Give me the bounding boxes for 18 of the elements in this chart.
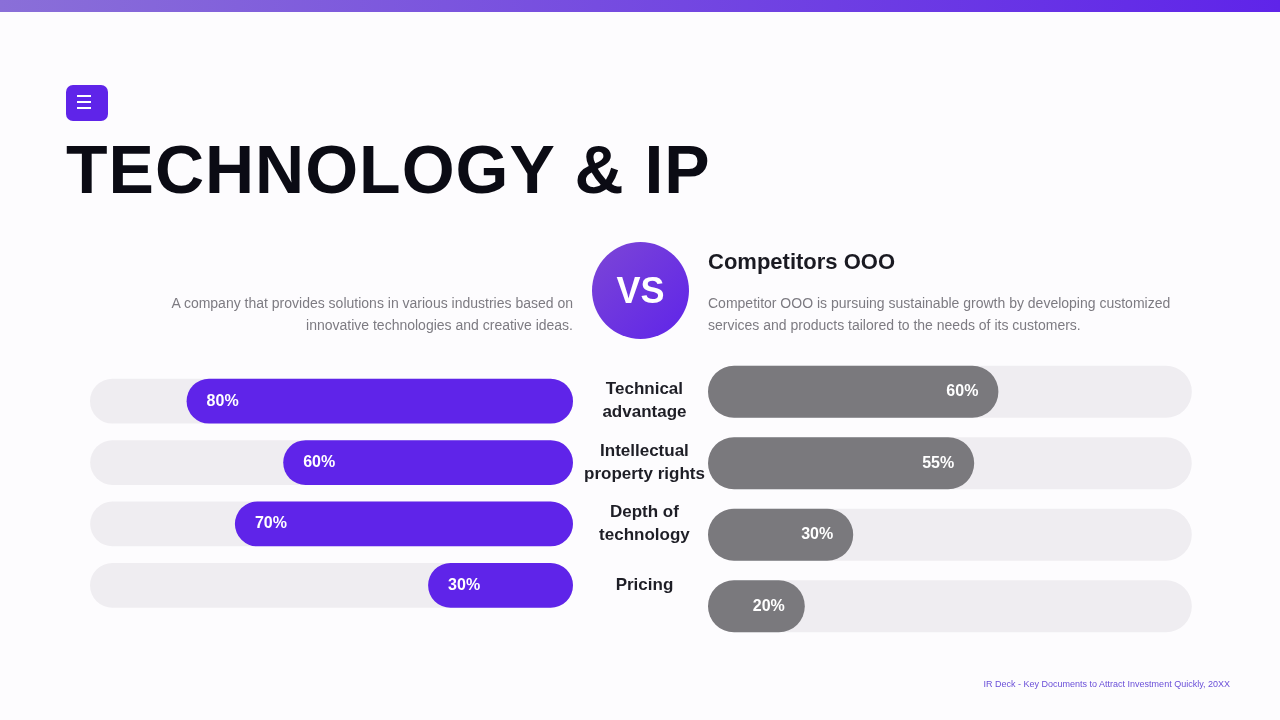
y-tick-label: Technical advantage: [602, 379, 687, 422]
y-tick-label: Intellectual property rights: [584, 440, 705, 483]
data-label: 30%: [801, 525, 834, 543]
y-tick-label: Pricing: [615, 575, 674, 595]
chart-subtitle: A company that provides solutions in various industries based on innovative technologies and creative ideas.: [170, 294, 573, 335]
chart-title: TECHNOLOGY & IP: [66, 130, 711, 208]
data-label: 60%: [946, 382, 979, 400]
data-label: 70%: [254, 514, 287, 532]
data-label: 30%: [448, 575, 481, 593]
text: VS: [592, 242, 689, 339]
chart-subtitle: Competitor OOO is pursuing sustainable growth by developing customized services and products tailored to the needs of its customers.: [708, 294, 1172, 335]
data-label: 55%: [922, 453, 955, 471]
data-label: 80%: [206, 391, 239, 409]
chart-title: Competitors OOO: [708, 249, 896, 275]
data-label: 20%: [752, 596, 785, 614]
y-tick-label: Depth of technology: [599, 502, 691, 545]
data-label: 60%: [303, 452, 336, 470]
text: IR Deck - Key Documents to Attract Investment Quickly, 20XX: [983, 679, 1230, 689]
